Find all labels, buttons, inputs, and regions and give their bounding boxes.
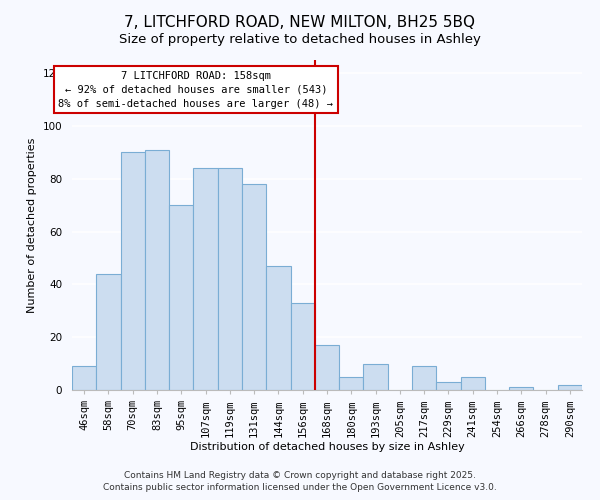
Bar <box>121 152 145 390</box>
Bar <box>339 377 364 390</box>
Text: 7 LITCHFORD ROAD: 158sqm
← 92% of detached houses are smaller (543)
8% of semi-d: 7 LITCHFORD ROAD: 158sqm ← 92% of detach… <box>58 70 334 108</box>
Bar <box>96 274 121 390</box>
Text: Contains HM Land Registry data © Crown copyright and database right 2025.
Contai: Contains HM Land Registry data © Crown c… <box>103 471 497 492</box>
Bar <box>558 384 582 390</box>
Bar <box>364 364 388 390</box>
Bar <box>242 184 266 390</box>
Bar <box>193 168 218 390</box>
Bar <box>72 366 96 390</box>
Bar <box>509 388 533 390</box>
Text: Size of property relative to detached houses in Ashley: Size of property relative to detached ho… <box>119 32 481 46</box>
Bar <box>461 377 485 390</box>
Bar <box>436 382 461 390</box>
Bar <box>169 205 193 390</box>
Bar <box>266 266 290 390</box>
X-axis label: Distribution of detached houses by size in Ashley: Distribution of detached houses by size … <box>190 442 464 452</box>
Bar <box>412 366 436 390</box>
Bar <box>315 345 339 390</box>
Bar <box>218 168 242 390</box>
Text: 7, LITCHFORD ROAD, NEW MILTON, BH25 5BQ: 7, LITCHFORD ROAD, NEW MILTON, BH25 5BQ <box>125 15 476 30</box>
Bar <box>290 303 315 390</box>
Y-axis label: Number of detached properties: Number of detached properties <box>27 138 37 312</box>
Bar <box>145 150 169 390</box>
